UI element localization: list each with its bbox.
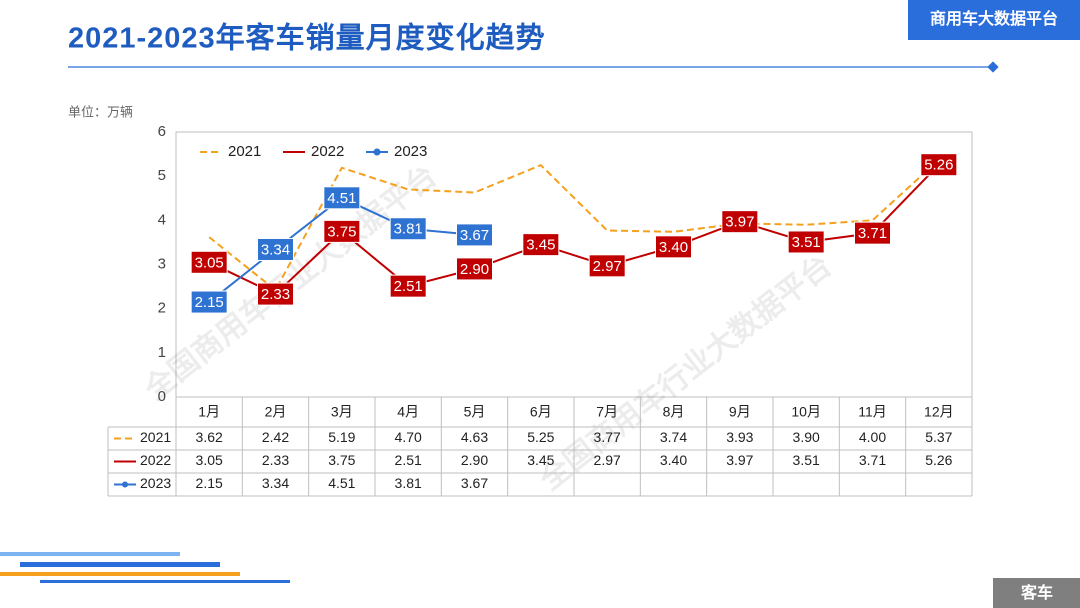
table-cell: 5.19 [328, 429, 355, 445]
decor [0, 552, 1080, 608]
table-cell: 2.90 [461, 452, 488, 468]
table-cell: 3.77 [594, 429, 621, 445]
data-label-box [323, 186, 361, 210]
table-cell: 3.05 [196, 452, 223, 468]
y-tick-label: 0 [158, 388, 166, 405]
x-tick-label: 7月 [596, 404, 618, 420]
data-label: 3.75 [327, 223, 356, 240]
x-tick-label: 11月 [858, 404, 887, 420]
x-tick-label: 8月 [663, 404, 685, 420]
data-label: 3.40 [659, 239, 688, 256]
table-cell: 3.75 [328, 452, 355, 468]
table-series-name: 2023 [140, 475, 171, 491]
badge [908, 0, 1080, 40]
x-tick-label: 1月 [198, 404, 220, 420]
y-tick-label: 3 [158, 255, 166, 272]
data-label-box [257, 282, 294, 306]
table-cell: 3.97 [726, 452, 753, 468]
badge-text: 商用车大数据平台 [930, 9, 1058, 28]
data-label-box [257, 237, 294, 261]
data-label: 5.26 [924, 157, 953, 174]
table-cell: 2.42 [262, 429, 289, 445]
table-cell: 3.93 [726, 429, 753, 445]
table-cell: 3.67 [461, 475, 488, 491]
x-tick-label: 3月 [331, 404, 353, 420]
table-cell: 5.25 [527, 429, 554, 445]
data-label-box [389, 217, 427, 241]
table-cell: 3.62 [196, 429, 223, 445]
table-cell: 3.81 [395, 475, 422, 491]
legend-label: 2021 [228, 143, 261, 160]
table-cell: 2.97 [594, 452, 621, 468]
data-label-box [854, 221, 891, 245]
data-label: 4.51 [327, 190, 356, 207]
legend-label: 2023 [394, 143, 427, 160]
table-series-name: 2022 [140, 452, 171, 468]
data-label: 2.51 [394, 278, 423, 295]
data-label-box [190, 250, 228, 274]
data-label-box [655, 235, 692, 259]
data-label-box [456, 257, 493, 281]
table-cell: 3.40 [660, 452, 687, 468]
data-label: 3.71 [858, 225, 887, 242]
x-tick-label: 10月 [791, 404, 821, 420]
table-cell: 5.26 [925, 452, 952, 468]
data-label-box [190, 290, 228, 314]
data-label: 2.90 [460, 261, 489, 278]
data-label-box [588, 254, 626, 278]
footer-tag: 客车 [1021, 583, 1053, 602]
table-cell: 4.00 [859, 429, 886, 445]
data-label-box [787, 230, 825, 254]
data-label-box [323, 219, 361, 243]
x-tick-label: 9月 [729, 404, 751, 420]
data-label-box [522, 233, 560, 257]
x-tick-label: 6月 [530, 404, 552, 420]
y-tick-label: 1 [158, 344, 166, 361]
data-label-box [920, 153, 958, 177]
table-series-name: 2021 [140, 429, 171, 445]
y-tick-label: 4 [158, 211, 166, 228]
data-label: 3.67 [460, 227, 489, 244]
x-tick-label: 5月 [464, 404, 486, 420]
data-label: 3.05 [195, 254, 224, 271]
legend-marker [373, 148, 381, 156]
table-cell: 3.34 [262, 475, 289, 491]
table-cell: 3.45 [527, 452, 554, 468]
data-label: 3.51 [792, 234, 821, 251]
unit-label: 单位：万辆 [68, 104, 133, 119]
data-label-box [389, 274, 427, 298]
data-label: 3.97 [725, 214, 754, 231]
data-label: 2.97 [593, 258, 622, 275]
table-cell: 2.51 [395, 452, 422, 468]
table-cell: 4.63 [461, 429, 488, 445]
y-tick-label: 2 [158, 300, 166, 317]
slide-title: 2021-2023年客车销量月度变化趋势 [68, 21, 546, 55]
table-cell: 2.15 [196, 475, 223, 491]
table-cell: 2.33 [262, 452, 289, 468]
table-cell: 3.74 [660, 429, 687, 445]
data-label-box [721, 210, 759, 234]
data-label-box [456, 223, 493, 247]
data-label: 3.34 [261, 241, 290, 258]
legend-label: 2022 [311, 143, 344, 160]
y-tick-label: 5 [158, 167, 166, 184]
table-legend-marker [122, 481, 128, 488]
table-cell: 3.51 [793, 452, 820, 468]
data-label: 3.81 [394, 221, 423, 238]
table-cell: 4.51 [328, 475, 355, 491]
data-label: 3.45 [526, 237, 555, 254]
y-tick-label: 6 [158, 123, 166, 140]
x-tick-label: 12月 [924, 404, 954, 420]
table-cell: 5.37 [925, 429, 952, 445]
x-tick-label: 4月 [397, 404, 419, 420]
table-cell: 3.90 [793, 429, 820, 445]
data-label: 2.15 [195, 294, 224, 311]
table-cell: 4.70 [395, 429, 422, 445]
data-label: 2.33 [261, 286, 290, 303]
table-cell: 3.71 [859, 452, 886, 468]
x-tick-label: 2月 [265, 404, 287, 420]
